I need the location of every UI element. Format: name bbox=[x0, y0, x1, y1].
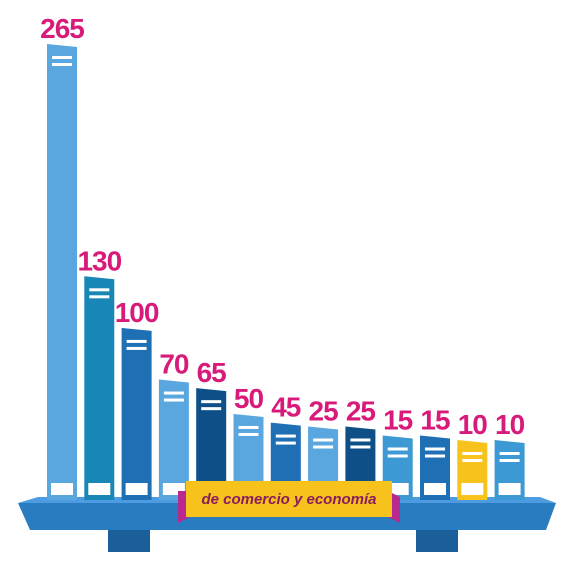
bar-stripe bbox=[163, 398, 184, 402]
value-label: 10 bbox=[458, 409, 488, 440]
bar-stripe bbox=[313, 438, 334, 442]
bar-stripe bbox=[126, 346, 147, 350]
value-label: 15 bbox=[420, 405, 450, 436]
bar-stripe bbox=[275, 441, 296, 445]
value-label: 50 bbox=[234, 383, 264, 414]
value-label: 15 bbox=[383, 405, 413, 436]
value-label: 65 bbox=[197, 357, 227, 388]
shelf-leg-left bbox=[108, 530, 150, 552]
bar-spine bbox=[158, 379, 189, 500]
bar-stripe bbox=[126, 339, 147, 343]
value-label: 70 bbox=[159, 349, 189, 380]
bar-stripe bbox=[313, 445, 334, 449]
bar-stripe bbox=[52, 63, 72, 66]
banner-body bbox=[186, 481, 392, 517]
bar-stripe bbox=[238, 432, 259, 436]
bar-stripe bbox=[201, 407, 222, 411]
value-label: 130 bbox=[77, 245, 121, 276]
bar-stripe bbox=[425, 454, 445, 458]
bar bbox=[420, 435, 450, 500]
bar-label-box bbox=[125, 483, 148, 495]
value-label: 100 bbox=[115, 297, 159, 328]
bar-stripe bbox=[499, 459, 520, 462]
value-label: 25 bbox=[346, 396, 376, 427]
bar-spine bbox=[47, 44, 77, 500]
bar-stripe bbox=[462, 452, 483, 455]
value-label: 25 bbox=[309, 396, 339, 427]
bar-spine bbox=[196, 388, 227, 500]
bar bbox=[121, 327, 152, 500]
value-label: 10 bbox=[495, 409, 525, 440]
bar-stripe bbox=[387, 447, 408, 451]
value-label: 265 bbox=[40, 13, 84, 44]
bar-label-box bbox=[424, 483, 446, 495]
bar-stripe bbox=[89, 288, 110, 292]
bar-label-box bbox=[461, 483, 484, 495]
bar bbox=[47, 44, 77, 500]
bar-spine bbox=[84, 276, 115, 500]
bar-label-box bbox=[498, 483, 521, 495]
bar-stripe bbox=[201, 400, 222, 404]
bar bbox=[457, 440, 488, 500]
bar bbox=[158, 379, 189, 500]
bar-stripe bbox=[52, 56, 72, 59]
bar-stripe bbox=[387, 454, 408, 458]
bar-stripe bbox=[350, 445, 371, 449]
value-label: 45 bbox=[271, 392, 301, 423]
annotation-banner: de comercio y economía bbox=[178, 481, 400, 523]
shelf-leg-right bbox=[416, 530, 458, 552]
banner-text: de comercio y economía bbox=[201, 491, 376, 508]
bar-label-box bbox=[88, 483, 111, 495]
bar bbox=[84, 276, 115, 500]
bar-stripe bbox=[89, 295, 110, 299]
bar-stripe bbox=[238, 425, 259, 429]
bar-label-box bbox=[386, 483, 409, 495]
bar-label-box bbox=[51, 483, 73, 495]
bar-stripe bbox=[163, 391, 184, 395]
bar bbox=[494, 440, 525, 500]
bar-stripe bbox=[275, 434, 296, 438]
bar-stripe bbox=[350, 438, 371, 442]
bar-spine bbox=[121, 327, 152, 500]
bar-stripe bbox=[425, 447, 445, 451]
bar-stripe bbox=[462, 459, 483, 462]
bar-stripe bbox=[499, 452, 520, 455]
